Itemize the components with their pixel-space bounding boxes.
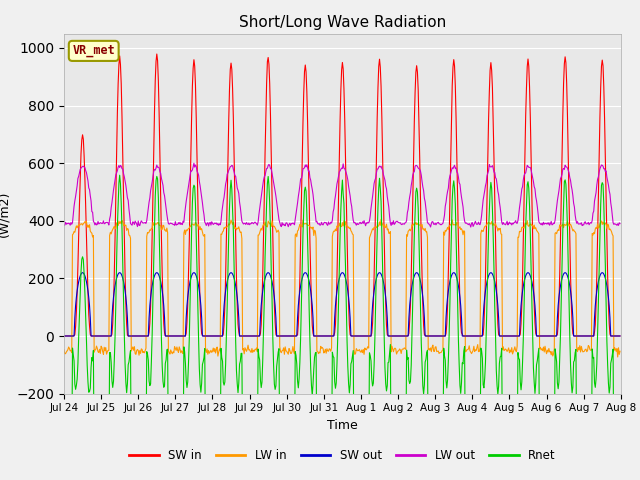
LW in: [60, 347, 68, 353]
LW in: [614, 354, 621, 360]
SW in: [214, 333, 221, 339]
Line: SW in: SW in: [64, 54, 620, 336]
Rnet: [214, 466, 221, 471]
Rnet: [185, 360, 193, 365]
LW out: [410, 169, 418, 175]
Y-axis label: (W/m2): (W/m2): [0, 191, 11, 237]
Rnet: [116, 172, 124, 178]
SW in: [616, 333, 624, 339]
Rnet: [412, 209, 419, 215]
SW in: [427, 333, 435, 339]
Line: Rnet: Rnet: [64, 175, 620, 469]
LW out: [60, 222, 68, 228]
Rnet: [360, 467, 368, 472]
Line: LW out: LW out: [64, 163, 620, 227]
Title: Short/Long Wave Radiation: Short/Long Wave Radiation: [239, 15, 446, 30]
SW in: [185, 272, 193, 277]
LW in: [427, 345, 435, 351]
LW out: [427, 224, 435, 230]
SW out: [185, 288, 193, 294]
SW in: [70, 333, 78, 338]
SW in: [127, 333, 135, 339]
LW out: [184, 188, 191, 193]
LW in: [377, 216, 385, 222]
SW out: [410, 273, 418, 279]
SW in: [410, 119, 418, 124]
LW out: [467, 224, 475, 230]
Text: VR_met: VR_met: [72, 44, 115, 58]
LW out: [214, 221, 221, 227]
SW out: [60, 333, 68, 339]
Rnet: [60, 458, 68, 464]
Legend: SW in, LW in, SW out, LW out, Rnet: SW in, LW in, SW out, LW out, Rnet: [124, 444, 561, 467]
LW in: [213, 344, 221, 350]
SW out: [427, 333, 435, 339]
LW in: [410, 222, 418, 228]
Rnet: [428, 461, 435, 467]
LW in: [616, 348, 624, 354]
SW in: [60, 333, 68, 339]
LW in: [70, 228, 78, 234]
SW out: [128, 333, 136, 339]
X-axis label: Time: Time: [327, 419, 358, 432]
Rnet: [616, 461, 624, 467]
SW out: [79, 270, 86, 276]
Line: LW in: LW in: [64, 219, 620, 357]
LW out: [127, 222, 135, 228]
LW in: [184, 227, 191, 232]
LW out: [70, 204, 78, 209]
SW out: [616, 333, 624, 339]
LW out: [616, 221, 624, 227]
LW in: [127, 348, 135, 354]
SW out: [214, 333, 221, 339]
SW out: [70, 333, 78, 339]
Rnet: [70, 358, 78, 364]
LW out: [190, 160, 198, 166]
SW in: [153, 51, 161, 57]
Rnet: [128, 456, 136, 462]
Line: SW out: SW out: [64, 273, 620, 336]
